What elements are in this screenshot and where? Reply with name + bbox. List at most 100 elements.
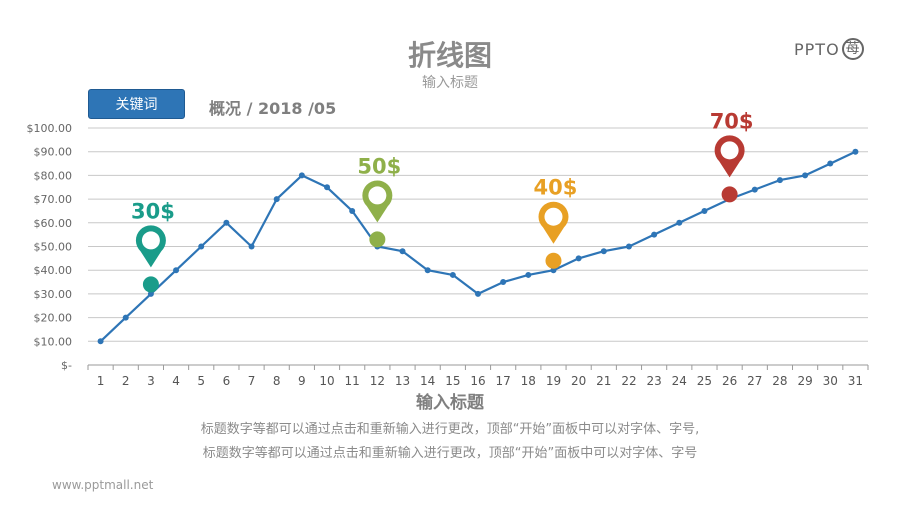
annotation-marker: 50$: [357, 154, 401, 248]
x-tick-label: 5: [197, 374, 205, 388]
x-tick-label: 15: [445, 374, 460, 388]
annotation-dot: [369, 231, 386, 248]
caption-line-1: 标题数字等都可以通过点击和重新输入进行更改，顶部“开始”面板中可以对字体、字号,: [200, 422, 700, 437]
data-point: [223, 219, 230, 226]
x-tick-label: 11: [345, 374, 360, 388]
data-point: [147, 290, 154, 297]
x-tick-label: 25: [697, 374, 712, 388]
pin-hole: [141, 231, 160, 250]
x-tick-label: 12: [370, 374, 385, 388]
annotation-marker: 40$: [534, 176, 578, 269]
x-tick-label: 31: [848, 374, 863, 388]
data-point: [701, 207, 708, 214]
x-tick-label: 4: [172, 374, 180, 388]
x-tick-label: 1: [97, 374, 105, 388]
y-tick-label: $60.00: [34, 217, 73, 230]
data-point: [676, 219, 683, 226]
x-tick-label: 18: [521, 374, 536, 388]
logo: PPTO 苺: [794, 36, 870, 62]
data-point: [324, 184, 331, 191]
annotations: 30$ 50$ 40$ 70$: [131, 109, 754, 293]
x-tick-label: 6: [223, 374, 231, 388]
x-tick-label: 10: [319, 374, 334, 388]
overview-label: 概况 / 2018 /05: [209, 99, 337, 118]
x-tick-label: 7: [248, 374, 256, 388]
x-tick-label: 3: [147, 374, 155, 388]
y-tick-label: $80.00: [34, 169, 73, 182]
data-point: [751, 186, 758, 193]
y-tick-label: $100.00: [27, 122, 73, 135]
data-point: [575, 255, 582, 262]
data-point: [625, 243, 632, 250]
website-url: www.pptmall.net: [52, 478, 154, 492]
annotation-label: 50$: [357, 154, 401, 178]
y-axis: $- $10.00 $20.00 $30.00 $40.00 $50.00 $60.00 $7…: [27, 122, 73, 372]
y-tick-label: $90.00: [34, 146, 73, 159]
data-point: [248, 243, 255, 250]
pin-hole: [720, 141, 739, 160]
x-tick-label: 23: [646, 374, 661, 388]
logo-text: PPTO: [794, 39, 840, 59]
data-point: [651, 231, 658, 238]
x-tick-label: 28: [772, 374, 787, 388]
data-point: [600, 248, 607, 255]
x-tick-label: 27: [747, 374, 762, 388]
x-tick-label: 9: [298, 374, 306, 388]
keyword-button[interactable]: 关键词: [88, 89, 185, 119]
y-tick-label: $20.00: [34, 312, 73, 325]
data-point: [273, 196, 280, 203]
x-tick-label: 26: [722, 374, 737, 388]
data-point: [475, 290, 481, 297]
annotation-dot: [142, 276, 159, 293]
chart-title: 折线图: [407, 39, 492, 72]
y-tick-label: $50.00: [34, 241, 73, 254]
y-tick-label: $40.00: [34, 264, 73, 277]
x-axis: 1 2 3 4 5 6 7 8 9 10 11 12 13 14 15 16 17 18 19 20 21 22 23 24 2…: [87, 365, 869, 388]
data-point: [852, 148, 859, 155]
x-tick-label: 22: [621, 374, 636, 388]
caption-line-2: 标题数字等都可以通过点击和重新输入进行更改，顶部“开始”面板中可以对字体、字号: [202, 446, 698, 461]
data-point: [173, 267, 180, 274]
data-point: [500, 279, 507, 286]
y-tick-label: $-: [61, 359, 72, 372]
data-point: [424, 267, 431, 274]
x-axis-label: 输入标题: [416, 392, 485, 413]
x-tick-label: 19: [546, 374, 561, 388]
data-point: [550, 267, 557, 274]
annotation-marker: 70$: [710, 109, 754, 203]
x-tick-label: 20: [571, 374, 586, 388]
annotation-label: 30$: [131, 199, 175, 223]
annotation-label: 40$: [534, 176, 578, 200]
x-tick-label: 24: [672, 374, 687, 388]
data-point: [97, 338, 104, 345]
data-point: [802, 172, 809, 179]
y-tick-label: $70.00: [34, 193, 73, 206]
x-tick-label: 13: [395, 374, 410, 388]
x-tick-label: 8: [273, 374, 281, 388]
x-tick-label: 2: [122, 374, 130, 388]
data-point: [298, 172, 305, 179]
x-tick-label: 29: [797, 374, 812, 388]
annotation-dot: [721, 186, 738, 203]
y-tick-label: $30.00: [34, 288, 73, 301]
y-tick-label: $10.00: [34, 335, 73, 348]
annotation-label: 70$: [710, 109, 754, 133]
data-point: [827, 160, 834, 167]
data-point: [198, 243, 205, 250]
pin-hole: [544, 207, 563, 226]
pin-hole: [368, 186, 387, 205]
annotation-marker: 30$: [131, 199, 175, 293]
data-point: [776, 177, 783, 184]
x-tick-label: 14: [420, 374, 435, 388]
x-tick-label: 21: [596, 374, 611, 388]
chart-grid: [88, 127, 868, 366]
data-point: [122, 314, 129, 321]
data-point: [449, 271, 456, 278]
data-point: [399, 248, 406, 255]
data-point: [525, 271, 532, 278]
x-tick-label: 16: [470, 374, 485, 388]
x-tick-label: 17: [496, 374, 511, 388]
chart-subtitle: 输入标题: [422, 75, 478, 91]
annotation-dot: [545, 252, 562, 269]
